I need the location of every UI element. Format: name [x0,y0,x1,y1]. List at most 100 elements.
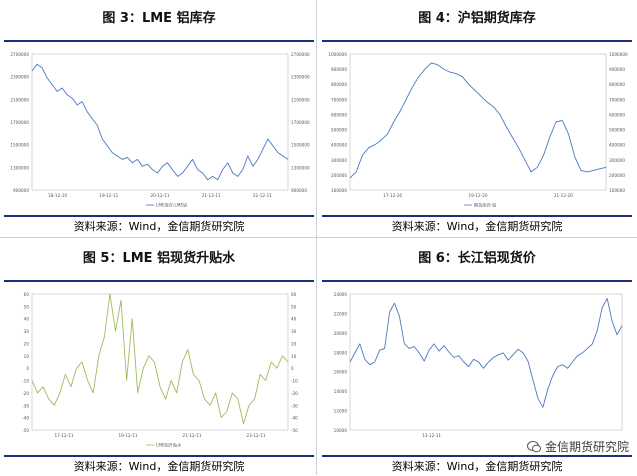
y-tick-label-left: 60 [24,292,30,297]
wechat-icon [526,440,541,452]
panel-divider-horizontal [0,237,637,238]
watermark-text: 金信期货研究院 [544,440,629,454]
plot-frame [31,293,289,431]
y-tick-label-right: 1500000 [291,143,310,148]
y-tick-label-right: 2100000 [291,97,310,102]
y-tick-label-left: 900000 [13,188,29,193]
chart-plot: 2700000 2300000 2100000 1700000 1500000 13000… [10,52,310,209]
y-tick-label-left: 600000 [331,112,347,117]
y-tick-label-right: 900000 [291,188,307,193]
source-rule [4,455,314,457]
y-tick-label-left: 12000 [334,409,348,414]
y-tick-label-right: 50 [291,304,297,309]
y-tick-label-right: 500000 [609,128,625,133]
y-tick-label-right: 1000000 [609,52,628,57]
y-tick-label-right: 600000 [609,112,625,117]
x-tick-label: 22-12-11 [253,193,272,198]
y-tick-label-left: 200000 [331,173,347,178]
legend-label: LME铝升贴水 [156,442,182,449]
x-tick-label: 21-12-20 [554,193,573,198]
chart-title: 图 3：LME 铝库存 [102,11,216,26]
y-tick-label-right: 300000 [609,158,625,163]
chart-title: 图 5：LME 铝现货升贴水 [82,251,236,266]
chart-panel-changjiang-price: 图 6：长江铝现货价 24000 22000 20000 18000 16000 1400… [322,240,632,476]
y-tick-label-left: -30 [22,403,29,408]
x-tick-label: 19-12-20 [468,193,487,198]
y-tick-label-right: -50 [291,428,298,433]
y-tick-label-left: 10 [24,354,30,359]
series-line [31,63,289,181]
y-tick-label-right: 2300000 [291,75,310,80]
chart-plot: 24000 22000 20000 18000 16000 14000 12000 10000… [334,292,623,438]
watermark: 金信期货研究院 [526,438,629,455]
y-tick-label-right: 10 [291,354,297,359]
y-tick-label-right: 400000 [609,143,625,148]
x-tick-label: 23-12-11 [246,433,265,438]
y-tick-label-right: 40 [291,317,297,322]
source-rule [4,215,314,217]
y-tick-label-left: 50 [24,304,30,309]
source-rule [322,215,632,217]
y-tick-label-right: -30 [291,403,298,408]
y-tick-label-right: 60 [291,292,297,297]
chart-title: 图 6：长江铝现货价 [418,251,536,266]
y-tick-label-left: 18000 [334,350,348,355]
y-tick-label-left: -40 [22,416,29,421]
y-tick-label-left: 1700000 [10,120,29,125]
chart-source: 资料来源：Wind，金信期货研究院 [391,460,563,473]
chart-plot: 1000000 900000 800000 700000 600000 500000 400… [328,52,628,209]
chart-panel-lme-spread: 图 5：LME 铝现货升贴水 60 50 40 30 20 10 0 -10 -20 -30 -40… [4,240,314,476]
y-tick-label-left: 14000 [334,389,348,394]
chart-source: 资料来源：Wind，金信期货研究院 [73,460,245,473]
chart-panel-lme-inventory: 图 3：LME 铝库存 2700000 2300000 2100000 1700000… [4,0,314,236]
y-tick-label-left: -10 [22,379,29,384]
chart-title: 图 4：沪铝期货库存 [418,11,536,26]
y-tick-label-left: 16000 [334,370,348,375]
y-tick-label-left: 30 [24,329,30,334]
y-tick-label-right: -40 [291,416,298,421]
y-tick-label-left: 300000 [331,158,347,163]
y-tick-label-left: 0 [26,366,29,371]
y-tick-label-left: 40 [24,317,30,322]
x-tick-label: 19-12-11 [118,433,137,438]
x-tick-label: 21-12-11 [182,433,201,438]
y-tick-label-left: -20 [22,391,29,396]
y-tick-label-left: 20000 [334,331,348,336]
x-tick-label: 21-12-11 [202,193,221,198]
y-tick-label-right: 0 [291,366,294,371]
x-tick-label: 13-12-11 [422,433,441,438]
series-line [31,293,289,425]
y-tick-label-left: 1000000 [328,52,347,57]
series-line [349,62,607,179]
x-tick-label: 19-12-11 [99,193,118,198]
y-tick-label-left: 10000 [334,428,348,433]
x-tick-label: 18-12-10 [48,193,67,198]
y-tick-label-left: 900000 [331,67,347,72]
y-tick-label-right: 100000 [609,188,625,193]
legend-label: 期货库存:铝 [474,202,496,209]
y-tick-label-right: 700000 [609,97,625,102]
y-tick-label-left: 2100000 [10,97,29,102]
y-tick-label-left: 2300000 [10,75,29,80]
title-rule [322,40,632,42]
x-tick-label: 17-12-20 [383,193,402,198]
y-tick-label-right: 1300000 [291,165,310,170]
series-line [349,298,623,408]
legend-label: LME库存:LME铝 [156,202,187,209]
title-rule [322,280,632,282]
x-tick-label: 17-12-11 [54,433,73,438]
plot-frame [31,53,289,191]
y-tick-label-left: 24000 [334,292,348,297]
plot-frame [349,293,623,431]
y-tick-label-right: 1700000 [291,120,310,125]
y-tick-label-left: 800000 [331,82,347,87]
y-tick-label-left: 20 [24,341,30,346]
y-tick-label-left: 400000 [331,143,347,148]
y-tick-label-right: 2700000 [291,52,310,57]
x-tick-label: 20-12-11 [150,193,169,198]
title-rule [4,40,314,42]
y-tick-label-left: 2700000 [10,52,29,57]
y-tick-label-right: 200000 [609,173,625,178]
source-rule [322,455,632,457]
chart-source: 资料来源：Wind，金信期货研究院 [391,220,563,233]
